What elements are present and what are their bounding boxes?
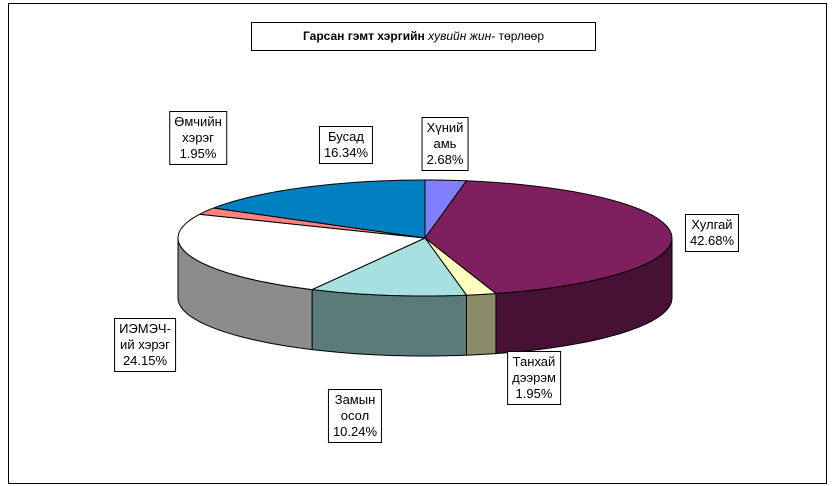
- chart-frame: [8, 3, 827, 484]
- title-part: Гарсан гэмт хэргийн: [303, 29, 425, 43]
- label-value: 24.15%: [122, 353, 168, 368]
- data-label: Замын осол 10.24%: [327, 389, 383, 443]
- slice: [213, 179, 426, 239]
- label-category: Хүний амь: [426, 120, 464, 151]
- data-label: Танхай дээрэм 1.95%: [507, 351, 561, 405]
- label-category: ИЭМЭЧ-ий хэрэг: [119, 321, 171, 352]
- data-label: ИЭМЭЧ-ий хэрэг 24.15%: [114, 318, 176, 372]
- label-category: Замын осол: [334, 392, 376, 423]
- label-value: 2.68%: [426, 152, 464, 167]
- slice-side: [465, 293, 497, 356]
- label-category: Хулгай: [691, 217, 733, 232]
- slice: [424, 237, 498, 296]
- title-part: хувийн жин-: [428, 29, 496, 43]
- slice: [310, 237, 468, 297]
- slice-side: [311, 289, 467, 357]
- data-label: Хулгай 42.68%: [684, 214, 740, 252]
- label-value: 10.24%: [332, 424, 378, 439]
- label-value: 1.95%: [179, 146, 217, 161]
- label-category: Өмчийн хэрэг: [174, 114, 222, 145]
- label-category: Бусад: [328, 129, 364, 144]
- label-category: Танхай дээрэм: [512, 354, 556, 385]
- data-label: Хүний амь 2.68%: [421, 117, 469, 171]
- label-value: 16.34%: [323, 145, 369, 160]
- slice: [424, 180, 673, 295]
- label-value: 1.95%: [515, 386, 553, 401]
- slice: [177, 213, 427, 291]
- data-label: Өмчийн хэрэг 1.95%: [169, 111, 227, 165]
- title-part: төрлөөр: [498, 29, 544, 43]
- data-label: Бусад 16.34%: [318, 126, 374, 164]
- label-value: 42.68%: [689, 233, 735, 248]
- chart-title: Гарсан гэмт хэргийн хувийн жин- төрлөөр: [251, 22, 596, 51]
